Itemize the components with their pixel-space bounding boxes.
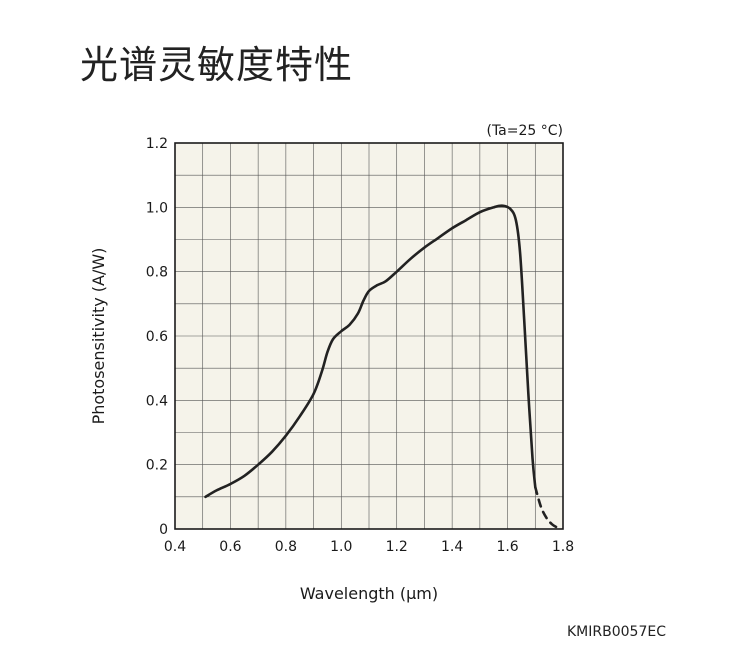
figure-code: KMIRB0057EC bbox=[567, 624, 666, 640]
y-tick-label: 0.4 bbox=[146, 393, 168, 409]
series-line-dashed bbox=[533, 485, 562, 531]
x-tick-label: 1.8 bbox=[552, 539, 574, 555]
x-tick-label: 1.2 bbox=[386, 539, 408, 555]
y-tick-label: 0.6 bbox=[146, 329, 168, 345]
series-lines bbox=[204, 204, 562, 531]
y-tick-label: 0.2 bbox=[146, 458, 168, 474]
series-line-solid bbox=[204, 204, 537, 499]
x-tick-label: 1.4 bbox=[441, 539, 463, 555]
x-tick-label: 0.8 bbox=[275, 539, 297, 555]
x-tick-label: 0.6 bbox=[219, 539, 241, 555]
x-tick-label: 1.6 bbox=[496, 539, 518, 555]
x-axis-label: Wavelength (μm) bbox=[300, 584, 438, 603]
x-tick-label: 0.4 bbox=[164, 539, 186, 555]
x-axis-ticks: 0.4 0.6 0.8 1.0 1.2 1.4 1.6 1.8 bbox=[164, 539, 574, 555]
grid-lines bbox=[175, 143, 563, 529]
page-title: 光谱灵敏度特性 bbox=[80, 43, 354, 87]
y-axis-label: Photosensitivity (A/W) bbox=[89, 248, 108, 425]
x-tick-label: 1.0 bbox=[330, 539, 352, 555]
y-tick-label: 0.8 bbox=[146, 265, 168, 281]
plot-frame bbox=[174, 142, 564, 530]
y-tick-label: 1.0 bbox=[146, 200, 168, 216]
y-tick-label: 1.2 bbox=[146, 136, 168, 152]
y-axis-ticks: 0 0.2 0.4 0.6 0.8 1.0 1.2 bbox=[146, 136, 168, 538]
y-tick-label: 0 bbox=[159, 522, 168, 538]
condition-note: (Ta=25 °C) bbox=[486, 123, 563, 139]
